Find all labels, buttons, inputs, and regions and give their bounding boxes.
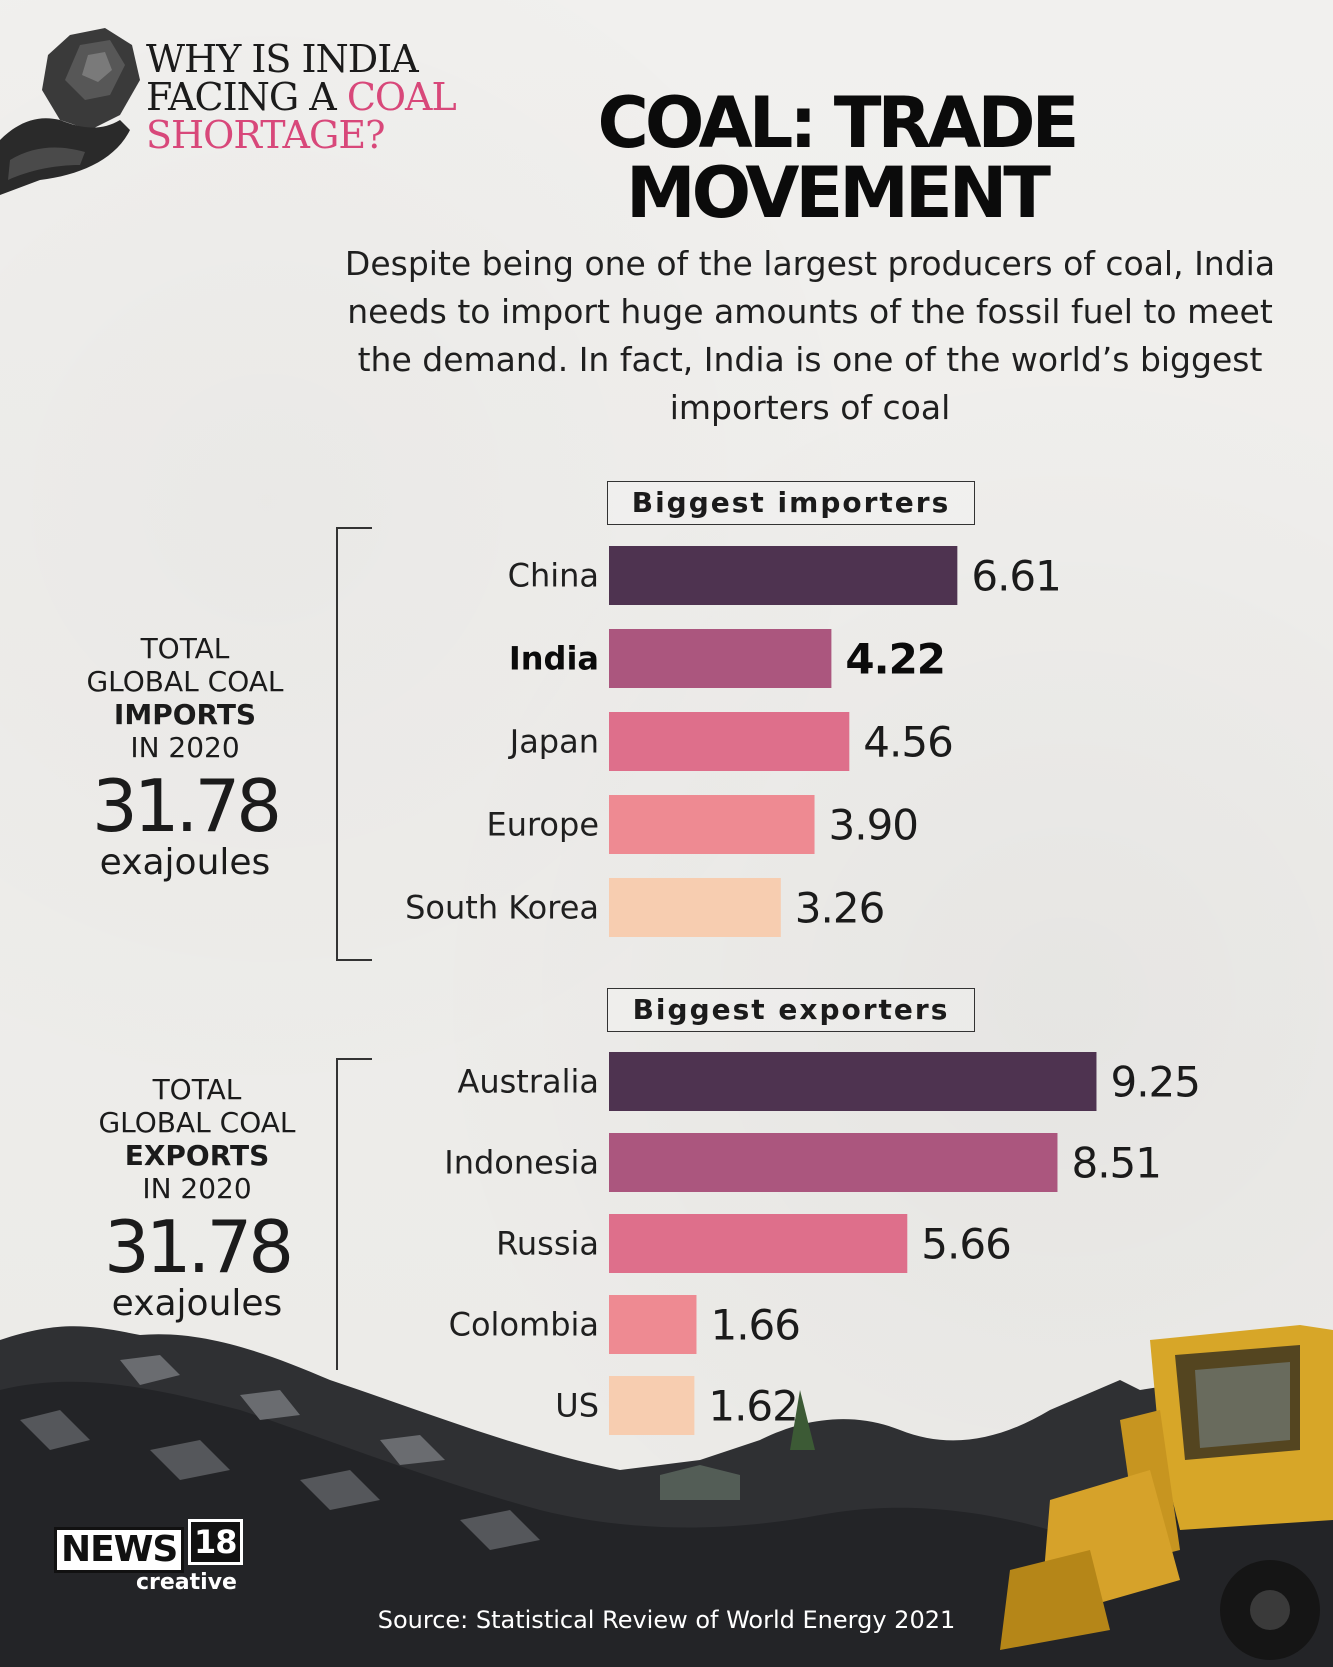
- exports-summary-line4: IN 2020: [142, 1172, 252, 1205]
- exporter-value-colombia: 1.66: [710, 1301, 800, 1350]
- importers-chart-title: Biggest importers: [607, 481, 975, 525]
- imports-summary-line2: GLOBAL COAL: [86, 665, 284, 698]
- page-title: COAL: TRADE MOVEMENT: [0, 88, 1333, 228]
- exporters-chart-title: Biggest exporters: [607, 988, 975, 1032]
- importer-value-europe: 3.90: [829, 801, 919, 850]
- exporter-label-indonesia: Indonesia: [444, 1144, 599, 1182]
- importer-bar-india: [609, 629, 832, 688]
- importer-label-india: India: [509, 640, 599, 678]
- title-line-1: COAL: TRADE: [597, 82, 1080, 164]
- exporter-value-russia: 5.66: [921, 1220, 1011, 1269]
- importer-label-china: China: [508, 557, 599, 595]
- importer-bar-europe: [609, 795, 815, 854]
- imports-total-value: 31.78: [91, 764, 282, 848]
- importer-bar-china: [609, 546, 958, 605]
- importer-bar-japan: [609, 712, 850, 771]
- kicker-line-3: SHORTAGE?: [146, 113, 385, 157]
- importer-value-china: 6.61: [971, 552, 1061, 601]
- exports-total-unit: exajoules: [111, 1283, 283, 1324]
- coal-pile-image: [0, 1325, 1333, 1667]
- exporter-label-russia: Russia: [496, 1225, 599, 1263]
- importer-label-japan: Japan: [508, 723, 599, 761]
- exports-summary-line1: TOTAL: [152, 1073, 242, 1106]
- exporter-bar-australia: [609, 1052, 1097, 1111]
- importer-value-india: 4.22: [845, 635, 945, 684]
- exporter-bar-colombia: [609, 1295, 697, 1354]
- imports-summary-line3: IMPORTS: [113, 698, 257, 731]
- kicker-line-2-a: FACING A: [146, 75, 347, 119]
- kicker-line-2-b: COAL: [346, 75, 457, 119]
- exports-summary: TOTAL GLOBAL COAL EXPORTS IN 2020 31.78 …: [82, 1073, 312, 1324]
- importer-bar-south-korea: [609, 878, 781, 937]
- description: Despite being one of the largest produce…: [344, 244, 1276, 427]
- importer-label-south-korea: South Korea: [405, 889, 599, 927]
- exporter-label-australia: Australia: [457, 1063, 599, 1101]
- exporter-bar-indonesia: [609, 1133, 1058, 1192]
- logo-18-text: 18: [188, 1519, 243, 1565]
- imports-summary-line1: TOTAL: [140, 632, 230, 665]
- source-note: Source: Statistical Review of World Ener…: [377, 1606, 956, 1634]
- importer-label-europe: Europe: [486, 806, 599, 844]
- news18-creative-logo: NEWS 18 creative: [54, 1519, 243, 1597]
- importer-value-south-korea: 3.26: [795, 884, 885, 933]
- coal-in-hand-image: [0, 28, 140, 195]
- exports-summary-line3: EXPORTS: [124, 1139, 270, 1172]
- exporter-value-indonesia: 8.51: [1071, 1139, 1161, 1188]
- exporter-value-us: 1.62: [708, 1382, 798, 1431]
- imports-bracket: [336, 527, 372, 961]
- imports-summary: TOTAL GLOBAL COAL IMPORTS IN 2020 31.78 …: [70, 632, 300, 883]
- importer-value-japan: 4.56: [863, 718, 953, 767]
- exporter-bar-us: [609, 1376, 695, 1435]
- imports-summary-line4: IN 2020: [130, 731, 240, 764]
- imports-total-unit: exajoules: [99, 842, 271, 883]
- title-line-2: MOVEMENT: [625, 152, 1051, 234]
- kicker-line-2: FACING A COAL: [146, 75, 457, 119]
- kicker-line-1: WHY IS INDIA: [146, 37, 419, 81]
- exporter-label-us: US: [555, 1387, 599, 1425]
- exporter-bar-russia: [609, 1214, 908, 1273]
- kicker-heading: WHY IS INDIA FACING A COAL SHORTAGE?: [146, 37, 457, 157]
- exporter-value-australia: 9.25: [1110, 1058, 1200, 1107]
- exports-total-value: 31.78: [103, 1205, 294, 1289]
- logo-news-text: NEWS: [54, 1527, 185, 1573]
- logo-creative-text: creative: [136, 1570, 237, 1595]
- exports-summary-line2: GLOBAL COAL: [98, 1106, 296, 1139]
- exporter-label-colombia: Colombia: [449, 1306, 599, 1344]
- exports-bracket: [336, 1058, 372, 1370]
